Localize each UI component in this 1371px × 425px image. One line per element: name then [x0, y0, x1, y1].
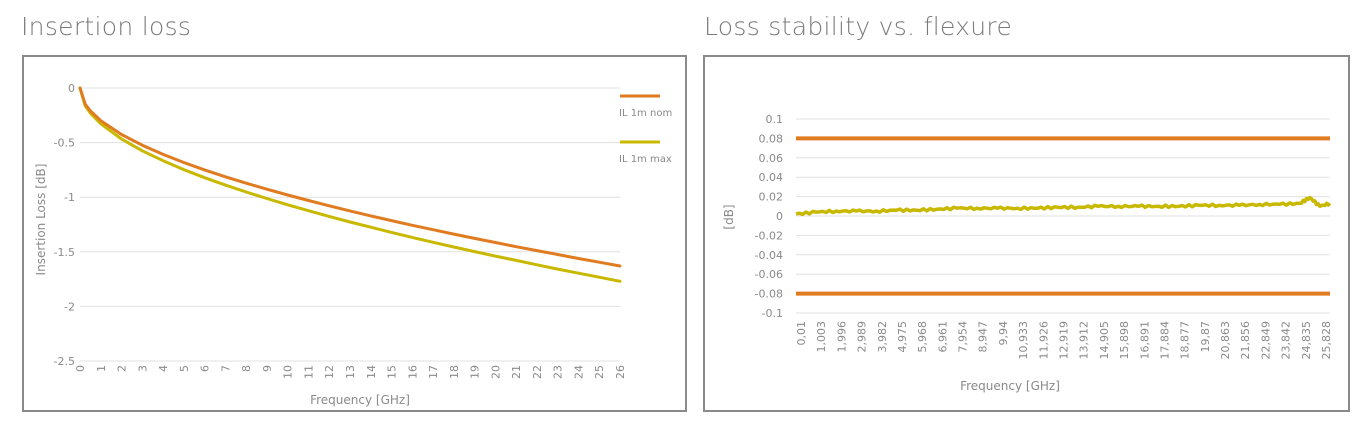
fx-y-tick-label: 0.08 [759, 132, 784, 145]
il-x-tick-label: 18 [448, 365, 461, 379]
fx-x-tick-label: 7,954 [957, 321, 970, 353]
il-x-tick-label: 26 [614, 365, 627, 379]
il-x-tick-label: 6 [199, 365, 212, 372]
fx-x-tick-label: 8,947 [977, 321, 990, 353]
fx-x-tick-label: 19,87 [1199, 321, 1212, 353]
il-x-tick-label: 1 [95, 365, 108, 372]
fx-x-tick-label: 15,898 [1118, 321, 1131, 360]
il-x-tick-label: 3 [136, 365, 149, 372]
il-x-tick-label: 14 [365, 365, 378, 379]
fx-x-tick-label: 1,996 [835, 321, 848, 353]
fx-x-tick-label: 18,877 [1179, 321, 1192, 360]
il-series-line-nom [78, 86, 622, 268]
il-x-tick-label: 16 [406, 365, 419, 379]
il-x-tick-label: 19 [469, 365, 482, 379]
il-x-tick-label: 7 [219, 365, 232, 372]
loss-stability-chart-frame [703, 55, 1350, 412]
fx-x-axis-label: Frequency [GHz] [960, 379, 1060, 393]
fx-x-tick-label: 24,835 [1300, 321, 1313, 360]
il-y-tick-label: -1 [64, 191, 75, 204]
il-y-tick-label: -2 [64, 300, 75, 313]
fx-x-tick-label: 5,968 [916, 321, 929, 353]
il-x-tick-label: 17 [427, 365, 440, 379]
fx-y-tick-label: -0.1 [762, 307, 783, 320]
il-series-line-max [78, 86, 622, 283]
fx-x-tick-label: 6,961 [936, 321, 949, 353]
il-x-tick-label: 0 [74, 365, 87, 372]
il-x-tick-label: 5 [178, 365, 191, 372]
legend-label-nom: IL 1m nom [619, 108, 672, 119]
fx-x-tick-label: 11,926 [1037, 321, 1050, 360]
fx-y-tick-label: 0 [776, 210, 783, 223]
fx-y-tick-label: 0.06 [759, 152, 784, 165]
fx-x-tick-label: 21,856 [1239, 321, 1252, 360]
fx-x-tick-label: 2,989 [856, 321, 869, 353]
fx-x-tick-label: 10,933 [1017, 321, 1030, 360]
fx-x-tick-label: 23,842 [1280, 321, 1293, 360]
insertion-loss-title: Insertion loss [21, 12, 192, 41]
fx-y-tick-label: 0.1 [766, 113, 784, 126]
fx-y-tick-label: -0.02 [755, 229, 783, 242]
il-x-tick-label: 21 [510, 365, 523, 379]
fx-y-tick-label: 0.04 [759, 171, 784, 184]
fx-x-tick-label: 1,003 [815, 321, 828, 353]
fx-x-tick-label: 25,828 [1320, 321, 1333, 360]
il-x-tick-label: 9 [261, 365, 274, 372]
fx-x-tick-label: 0,01 [795, 321, 808, 346]
fx-y-tick-label: 0.02 [759, 191, 784, 204]
il-x-tick-label: 12 [323, 365, 336, 379]
fx-x-tick-label: 22,849 [1259, 321, 1272, 360]
fx-x-tick-label: 13,912 [1078, 321, 1091, 360]
fx-y-axis-label: [dB] [722, 204, 736, 229]
il-x-tick-label: 11 [302, 365, 315, 379]
loss-stability-title: Loss stability vs. flexure [704, 12, 1013, 41]
il-x-axis-label: Frequency [GHz] [310, 393, 410, 407]
fx-x-tick-label: 20,863 [1219, 321, 1232, 360]
fx-x-tick-label: 17,884 [1158, 321, 1171, 360]
il-x-tick-label: 23 [552, 365, 565, 379]
il-y-tick-label: -2.5 [54, 355, 75, 368]
fx-y-tick-label: -0.08 [755, 288, 783, 301]
il-x-tick-label: 15 [386, 365, 399, 379]
fx-x-tick-label: 4,975 [896, 321, 909, 353]
fx-x-tick-label: 9,94 [997, 321, 1010, 346]
legend-label-max: IL 1m max [619, 154, 672, 165]
il-x-tick-label: 22 [531, 365, 544, 379]
il-x-tick-label: 13 [344, 365, 357, 379]
il-x-tick-label: 8 [240, 365, 253, 372]
il-y-tick-label: -1.5 [54, 246, 75, 259]
fx-x-tick-label: 12,919 [1058, 321, 1071, 360]
il-x-tick-label: 10 [282, 365, 295, 379]
il-x-tick-label: 2 [116, 365, 129, 372]
il-x-tick-label: 24 [572, 365, 585, 379]
il-y-axis-label: Insertion Loss [dB] [34, 164, 48, 276]
fx-x-tick-label: 3,982 [876, 321, 889, 353]
fx-series-line-measured [795, 195, 1332, 217]
fx-y-tick-label: -0.04 [755, 249, 783, 262]
fx-x-tick-label: 16,891 [1138, 321, 1151, 360]
il-y-tick-label: 0 [68, 82, 75, 95]
il-x-tick-label: 25 [593, 365, 606, 379]
fx-y-tick-label: -0.06 [755, 268, 783, 281]
insertion-loss-chart-frame [22, 55, 687, 412]
fx-x-tick-label: 14,905 [1098, 321, 1111, 360]
il-x-tick-label: 20 [489, 365, 502, 379]
il-y-tick-label: -0.5 [54, 137, 75, 150]
il-x-tick-label: 4 [157, 365, 170, 372]
